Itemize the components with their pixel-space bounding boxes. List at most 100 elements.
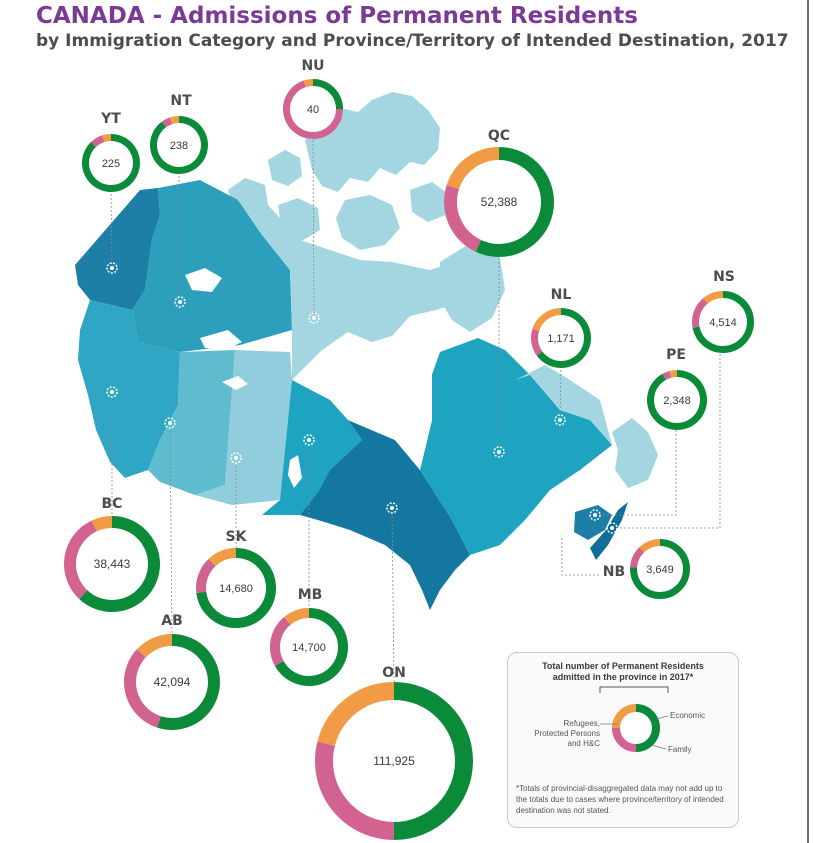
legend-title-line2: admitted in the province in 2017* — [552, 672, 694, 682]
great-slave-lake — [200, 330, 242, 350]
yt-refugees-segment — [102, 134, 112, 143]
nt-map-marker — [174, 296, 186, 308]
nt-refugees-segment — [170, 116, 180, 125]
nb-province-code: NB — [603, 564, 625, 580]
yt-donut: 225 YT — [82, 111, 140, 192]
ab-economic-segment — [157, 634, 220, 730]
sk-map-marker-center — [234, 456, 238, 460]
nt-province-code: NT — [170, 93, 192, 109]
nl-economic-segment — [536, 308, 591, 368]
legend-graphic — [599, 686, 669, 752]
legend-refugees-line3: and H&C — [567, 739, 600, 748]
nu-economic-segment — [312, 79, 343, 110]
baffin-region — [440, 242, 505, 332]
arctic-islands — [228, 92, 450, 250]
sk-donut-center — [196, 548, 276, 628]
ab-map-marker-center — [168, 421, 172, 425]
sk-province-code: SK — [226, 529, 248, 545]
nu-total-label: 40 — [307, 104, 319, 116]
on-family-segment — [315, 741, 395, 840]
ab-refugees-segment — [137, 634, 173, 658]
pe-economic-segment — [647, 370, 707, 430]
qc-donut-center — [444, 147, 554, 257]
ab-region — [148, 350, 235, 495]
on-economic-segment — [393, 682, 473, 840]
qc-economic-segment — [475, 147, 554, 257]
nb-donut-center — [630, 539, 690, 599]
qc-province-code: QC — [488, 128, 510, 144]
sk-family-segment — [196, 558, 216, 594]
yukon-region — [75, 188, 160, 310]
qc-family-segment — [444, 185, 482, 252]
nt-donut: 238 NT — [150, 93, 208, 174]
yt-map-marker — [106, 262, 118, 274]
nt-map-marker-center — [178, 300, 182, 304]
nb-map-marker-center — [560, 528, 564, 532]
qc-donut: 52,388 QC — [444, 128, 554, 257]
ns-family-segment — [692, 298, 708, 328]
sk-refugees-segment — [208, 548, 237, 567]
yt-family-segment — [91, 135, 105, 148]
yt-map-marker-center — [110, 266, 114, 270]
page-subtitle: by Immigration Category and Province/Ter… — [36, 31, 789, 51]
legend-refugees-segment — [612, 704, 637, 729]
nu-leader-line — [312, 138, 315, 319]
pe-map-marker — [589, 509, 601, 521]
legend-donut — [612, 704, 660, 752]
nl-donut: 1,171 NL — [531, 287, 591, 368]
nl-family-segment — [531, 328, 543, 356]
ns-map-marker-center — [610, 526, 614, 530]
nb-total-label: 3,649 — [646, 564, 674, 576]
nl-map-marker-center — [558, 418, 562, 422]
ns-total-label: 4,514 — [709, 317, 737, 329]
qc-map-marker-center — [497, 450, 501, 454]
nu-map-marker-center — [312, 316, 316, 320]
qc-map-marker — [493, 446, 505, 458]
bc-province-code: BC — [102, 496, 123, 512]
on-refugees-segment — [317, 682, 395, 747]
legend-title-line1: Total number of Permanent Residents — [542, 661, 704, 671]
nu-refugees-segment — [303, 79, 314, 88]
sk-region — [195, 350, 292, 505]
yt-donut-center — [82, 134, 140, 192]
on-donut-center — [315, 682, 473, 840]
nu-family-segment — [283, 80, 343, 139]
ab-donut: 42,094 AB — [124, 613, 220, 730]
ns-donut: 4,514 NS — [692, 269, 754, 353]
legend-refugees-label: Refugees, Protected Persons and H&C — [524, 719, 600, 749]
great-bear-lake — [185, 268, 222, 292]
on-donut: 111,925 ON — [315, 665, 473, 840]
ab-total-label: 42,094 — [154, 675, 191, 689]
sk-donut: 14,680 SK — [196, 529, 276, 628]
bc-economic-segment — [79, 516, 160, 612]
on-province-code: ON — [382, 665, 406, 681]
legend-footnote: *Totals of provincial-disaggregated data… — [516, 784, 724, 815]
sk-economic-segment — [196, 548, 276, 628]
nt-donut-center — [150, 116, 208, 174]
nb-refugees-segment — [639, 539, 661, 553]
on-map-marker-center — [390, 506, 394, 510]
ns-donut-center — [692, 291, 754, 353]
nu-province-code: NU — [301, 58, 324, 74]
nl-total-label: 1,171 — [547, 333, 575, 345]
pe-province-code: PE — [666, 347, 686, 363]
ns-leader-line — [612, 353, 721, 529]
leader-lines — [106, 138, 721, 683]
nb-family-segment — [630, 547, 645, 568]
ab-province-code: AB — [161, 613, 183, 629]
mb-family-segment — [270, 616, 291, 666]
mb-map-marker — [303, 434, 315, 446]
nt-leader-line — [178, 173, 181, 303]
ab-donut-center — [124, 634, 220, 730]
bc-family-segment — [64, 520, 97, 599]
bc-refugees-segment — [91, 516, 113, 532]
sk-total-label: 14,680 — [219, 583, 253, 595]
nu-donut: 40 NU — [283, 58, 343, 139]
bc-region — [78, 300, 180, 478]
mb-map-marker-center — [307, 438, 311, 442]
pe-family-segment — [662, 370, 672, 380]
nl-province-code: NL — [551, 287, 572, 303]
nb-map-marker — [556, 524, 568, 536]
legend-refugees-line2: Protected Persons — [534, 729, 600, 738]
hudson-bay — [332, 338, 432, 470]
